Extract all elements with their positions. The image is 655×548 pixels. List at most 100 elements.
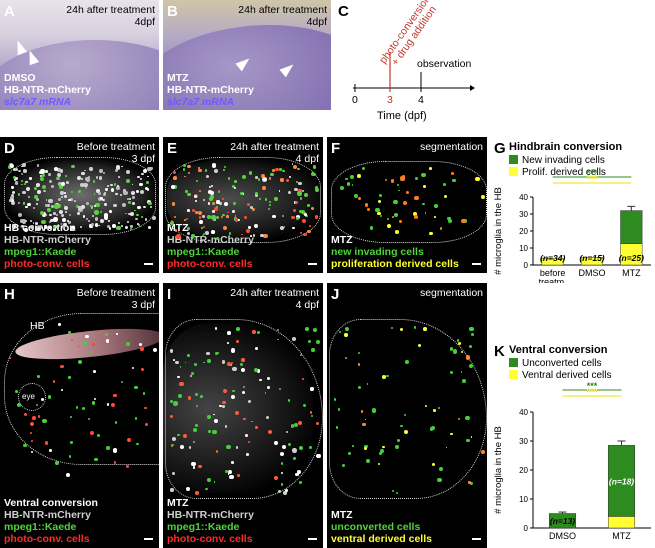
cell-dot xyxy=(198,168,202,172)
cell-dot xyxy=(402,201,407,206)
cell-dot xyxy=(204,169,207,172)
cell-dot xyxy=(301,190,304,193)
cell-dot xyxy=(31,416,36,421)
cell-dot xyxy=(236,327,241,332)
panel-j-line-1: MTZ xyxy=(331,509,353,521)
cell-dot xyxy=(205,351,210,356)
panel-h-line-4: photo-conv. cells xyxy=(4,533,90,545)
cell-dot xyxy=(87,417,90,420)
cell-dot xyxy=(103,171,106,174)
cell-dot xyxy=(194,393,198,397)
scale-bar xyxy=(308,538,317,540)
cell-dot xyxy=(377,211,381,216)
legend-swatch xyxy=(509,370,518,379)
cell-dot xyxy=(36,164,40,168)
panel-d-label: D xyxy=(4,140,15,157)
cell-dot xyxy=(228,232,232,235)
cell-dot xyxy=(226,444,231,450)
cell-dot xyxy=(217,190,220,194)
cell-dot xyxy=(195,424,198,427)
cell-dot xyxy=(110,188,114,192)
cell-dot xyxy=(99,168,103,173)
cell-dot xyxy=(207,215,211,220)
cell-dot xyxy=(187,209,191,212)
cell-dot xyxy=(400,327,404,331)
cell-dot xyxy=(285,179,289,183)
cell-dot xyxy=(140,216,143,218)
cell-dot xyxy=(112,393,117,398)
cell-dot xyxy=(281,215,284,218)
cell-dot xyxy=(128,201,132,205)
panel-f-line-3: proliferation derived cells xyxy=(331,258,459,270)
cell-dot xyxy=(354,193,359,198)
cell-dot xyxy=(423,327,427,332)
cell-dot xyxy=(413,326,417,329)
cell-dot xyxy=(112,448,117,453)
cell-dot xyxy=(285,489,288,492)
cell-dot xyxy=(179,365,182,368)
cell-dot xyxy=(59,191,64,195)
cell-dot xyxy=(27,202,31,207)
cell-dot xyxy=(470,436,473,439)
cell-dot xyxy=(11,186,14,189)
cell-dot xyxy=(207,358,211,363)
cell-dot xyxy=(226,214,230,218)
cell-dot xyxy=(134,385,139,390)
cell-dot xyxy=(300,210,305,215)
cell-dot xyxy=(144,187,148,191)
cell-dot xyxy=(351,184,354,186)
cell-dot xyxy=(76,212,81,216)
cell-dot xyxy=(393,199,398,204)
panel-h: H Before treatment 3 dpf HB eye Ventral … xyxy=(0,283,159,548)
cell-dot xyxy=(398,220,402,224)
cell-dot xyxy=(57,323,61,326)
cell-dot xyxy=(390,178,395,183)
cell-dot xyxy=(173,176,178,181)
cell-dot xyxy=(39,225,42,228)
panel-i-outline xyxy=(165,319,323,499)
legend-swatch xyxy=(509,155,518,164)
cell-dot xyxy=(180,445,184,450)
panel-i-label: I xyxy=(167,286,172,303)
cell-dot xyxy=(231,348,236,353)
cell-dot xyxy=(29,176,32,180)
panel-h-eye-outline xyxy=(18,383,46,411)
cell-dot xyxy=(255,426,258,429)
panel-d-line-4: photo-conv. cells xyxy=(4,258,90,270)
cell-dot xyxy=(121,224,123,227)
cell-dot xyxy=(15,167,19,171)
cell-dot xyxy=(345,357,348,359)
y-tick-label: 40 xyxy=(519,408,528,417)
cell-dot xyxy=(151,216,156,221)
panel-a: A 24h after treatment 4dpf DMSO HB-NTR-m… xyxy=(0,0,159,110)
cell-dot xyxy=(357,351,361,355)
cell-dot xyxy=(39,177,44,182)
cell-dot xyxy=(377,200,381,204)
cell-dot xyxy=(89,167,93,171)
panel-h-label: H xyxy=(4,286,15,303)
cell-dot xyxy=(309,225,312,228)
cell-dot xyxy=(48,448,52,452)
cell-dot xyxy=(475,177,480,182)
cell-dot xyxy=(67,331,72,335)
panel-b-line-2: HB-NTR-mCherry xyxy=(167,84,254,96)
cell-dot xyxy=(46,207,51,212)
panel-a-header-2: 4dpf xyxy=(134,16,155,28)
panel-d-line-2: HB-NTR-mCherry xyxy=(4,234,91,246)
bar-segment xyxy=(607,445,636,517)
cell-dot xyxy=(139,347,144,352)
cell-dot xyxy=(207,201,211,205)
scale-bar xyxy=(308,263,317,265)
cell-dot xyxy=(21,179,24,183)
y-tick-label: 0 xyxy=(524,261,529,270)
cell-dot xyxy=(277,338,279,341)
cell-dot xyxy=(315,185,319,189)
cell-dot xyxy=(205,231,209,235)
cell-dot xyxy=(251,330,256,335)
cell-dot xyxy=(309,411,313,414)
cell-dot xyxy=(214,352,219,356)
cell-dot xyxy=(44,441,49,445)
cell-dot xyxy=(107,220,110,223)
panel-e-outline xyxy=(165,157,321,243)
cell-dot xyxy=(98,224,101,227)
